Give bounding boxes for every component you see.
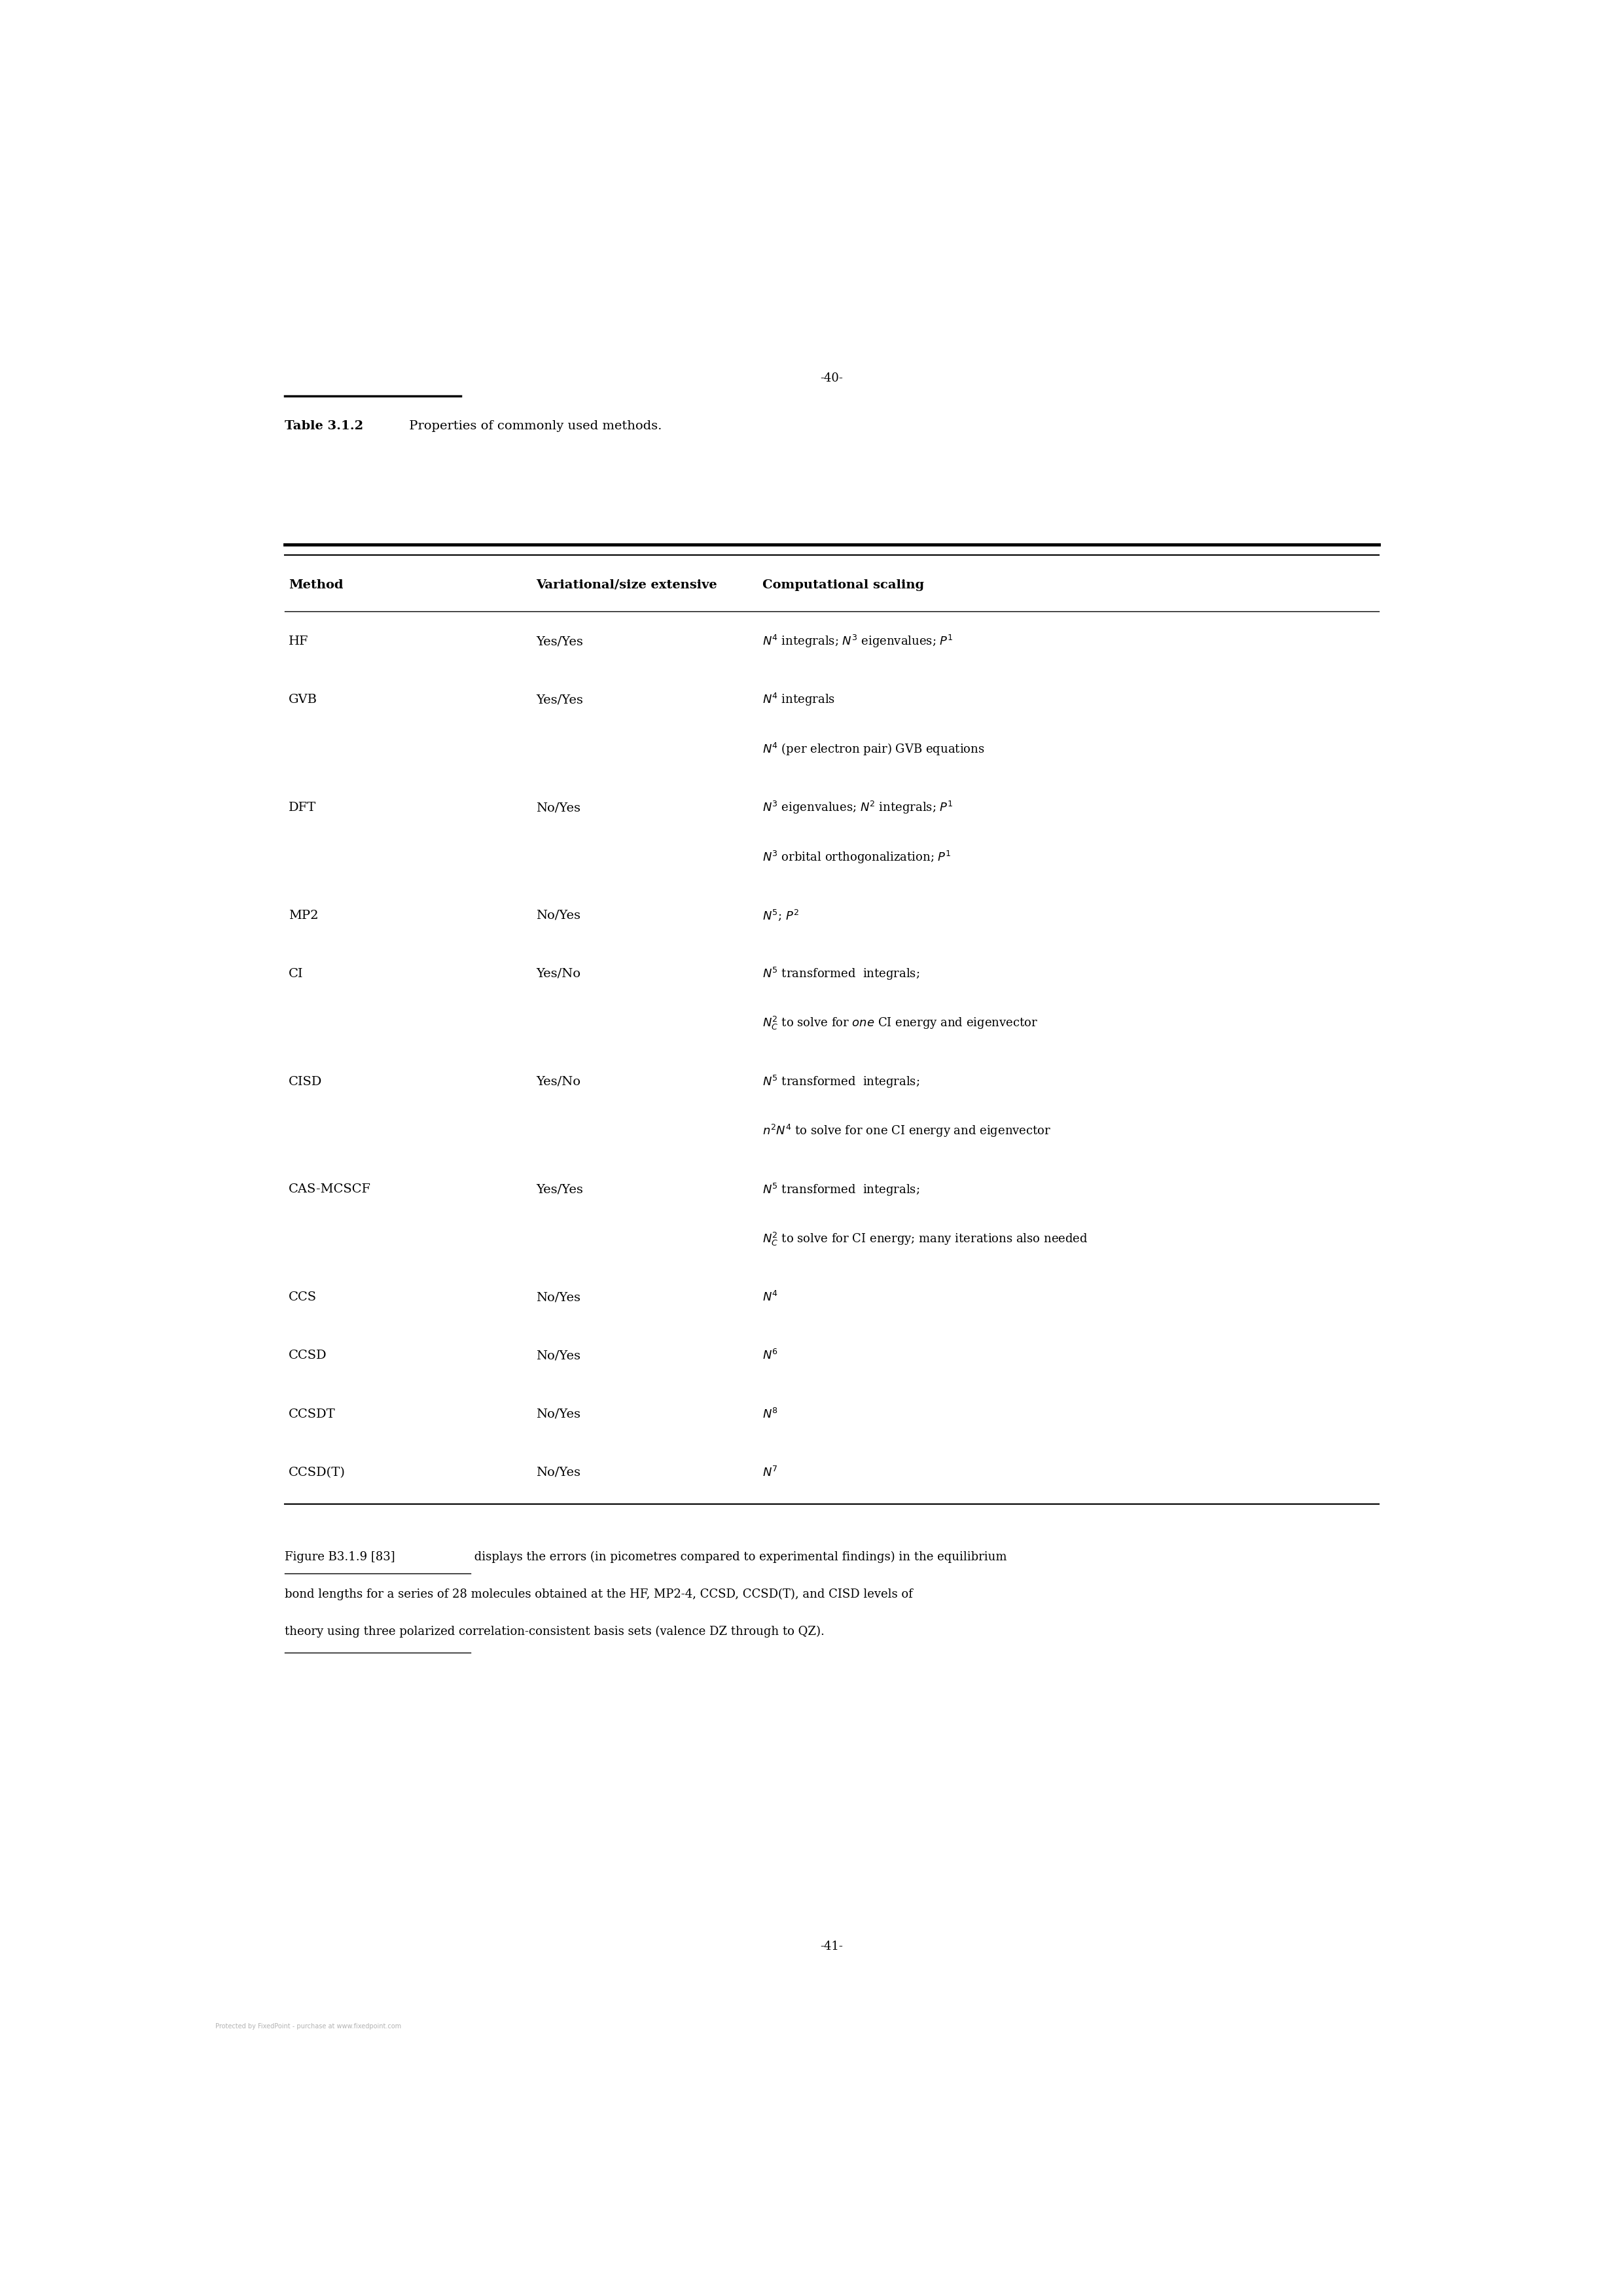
Text: Variational/size extensive: Variational/size extensive — [536, 579, 717, 590]
Text: No/Yes: No/Yes — [536, 1290, 581, 1304]
Text: $N^5$ transformed  integrals;: $N^5$ transformed integrals; — [763, 1182, 920, 1199]
Text: $N^5$ transformed  integrals;: $N^5$ transformed integrals; — [763, 967, 920, 983]
Text: No/Yes: No/Yes — [536, 1350, 581, 1362]
Text: $N^4$: $N^4$ — [763, 1290, 779, 1304]
Text: $N^3$ orbital orthogonalization; $P^1$: $N^3$ orbital orthogonalization; $P^1$ — [763, 850, 951, 866]
Text: Yes/No: Yes/No — [536, 969, 581, 980]
Text: GVB: GVB — [289, 693, 316, 705]
Text: CCS: CCS — [289, 1290, 316, 1304]
Text: CISD: CISD — [289, 1077, 321, 1088]
Text: $N^4$ integrals; $N^3$ eigenvalues; $P^1$: $N^4$ integrals; $N^3$ eigenvalues; $P^1… — [763, 634, 954, 650]
Text: -41-: -41- — [820, 1940, 844, 1952]
Text: CI: CI — [289, 969, 304, 980]
Text: CCSDT: CCSDT — [289, 1407, 336, 1419]
Text: CCSD: CCSD — [289, 1350, 326, 1362]
Text: No/Yes: No/Yes — [536, 909, 581, 921]
Text: Yes/Yes: Yes/Yes — [536, 636, 583, 647]
Text: bond lengths for a series of 28 molecules obtained at the HF, MP2-4, CCSD, CCSD(: bond lengths for a series of 28 molecule… — [284, 1589, 912, 1600]
Text: $N^5$ transformed  integrals;: $N^5$ transformed integrals; — [763, 1075, 920, 1091]
Text: CCSD(T): CCSD(T) — [289, 1467, 346, 1479]
Text: No/Yes: No/Yes — [536, 1467, 581, 1479]
Text: Properties of commonly used methods.: Properties of commonly used methods. — [406, 420, 662, 432]
Text: Protected by FixedPoint - purchase at www.fixedpoint.com: Protected by FixedPoint - purchase at ww… — [216, 2023, 401, 2030]
Text: $N^7$: $N^7$ — [763, 1465, 777, 1479]
Text: -40-: -40- — [820, 372, 844, 383]
Text: CAS-MCSCF: CAS-MCSCF — [289, 1185, 372, 1196]
Text: Table 3.1.2: Table 3.1.2 — [284, 420, 364, 432]
Text: $N^6$: $N^6$ — [763, 1350, 779, 1362]
Text: theory using three polarized correlation-consistent basis sets (valence DZ throu: theory using three polarized correlation… — [284, 1626, 824, 1637]
Text: Yes/No: Yes/No — [536, 1077, 581, 1088]
Text: $n^2N^4$ to solve for one CI energy and eigenvector: $n^2N^4$ to solve for one CI energy and … — [763, 1123, 1052, 1139]
Text: No/Yes: No/Yes — [536, 1407, 581, 1419]
Text: Yes/Yes: Yes/Yes — [536, 693, 583, 705]
Text: Yes/Yes: Yes/Yes — [536, 1185, 583, 1196]
Text: MP2: MP2 — [289, 909, 318, 921]
Text: $N_C^2$ to solve for $\it{one}$ CI energy and eigenvector: $N_C^2$ to solve for $\it{one}$ CI energ… — [763, 1015, 1039, 1031]
Text: $N^4$ (per electron pair) GVB equations: $N^4$ (per electron pair) GVB equations — [763, 742, 985, 758]
Text: $N_C^2$ to solve for CI energy; many iterations also needed: $N_C^2$ to solve for CI energy; many ite… — [763, 1231, 1087, 1247]
Text: Method: Method — [289, 579, 342, 590]
Text: $N^3$ eigenvalues; $N^2$ integrals; $P^1$: $N^3$ eigenvalues; $N^2$ integrals; $P^1… — [763, 799, 954, 815]
Text: $N^8$: $N^8$ — [763, 1407, 779, 1421]
Text: Figure B3.1.9 [83]: Figure B3.1.9 [83] — [284, 1552, 394, 1564]
Text: displays the errors (in picometres compared to experimental findings) in the equ: displays the errors (in picometres compa… — [471, 1552, 1008, 1564]
Text: $N^5$; $P^2$: $N^5$; $P^2$ — [763, 909, 799, 923]
Text: HF: HF — [289, 636, 308, 647]
Text: No/Yes: No/Yes — [536, 801, 581, 813]
Text: $N^4$ integrals: $N^4$ integrals — [763, 691, 836, 707]
Text: Computational scaling: Computational scaling — [763, 579, 925, 590]
Text: DFT: DFT — [289, 801, 316, 813]
